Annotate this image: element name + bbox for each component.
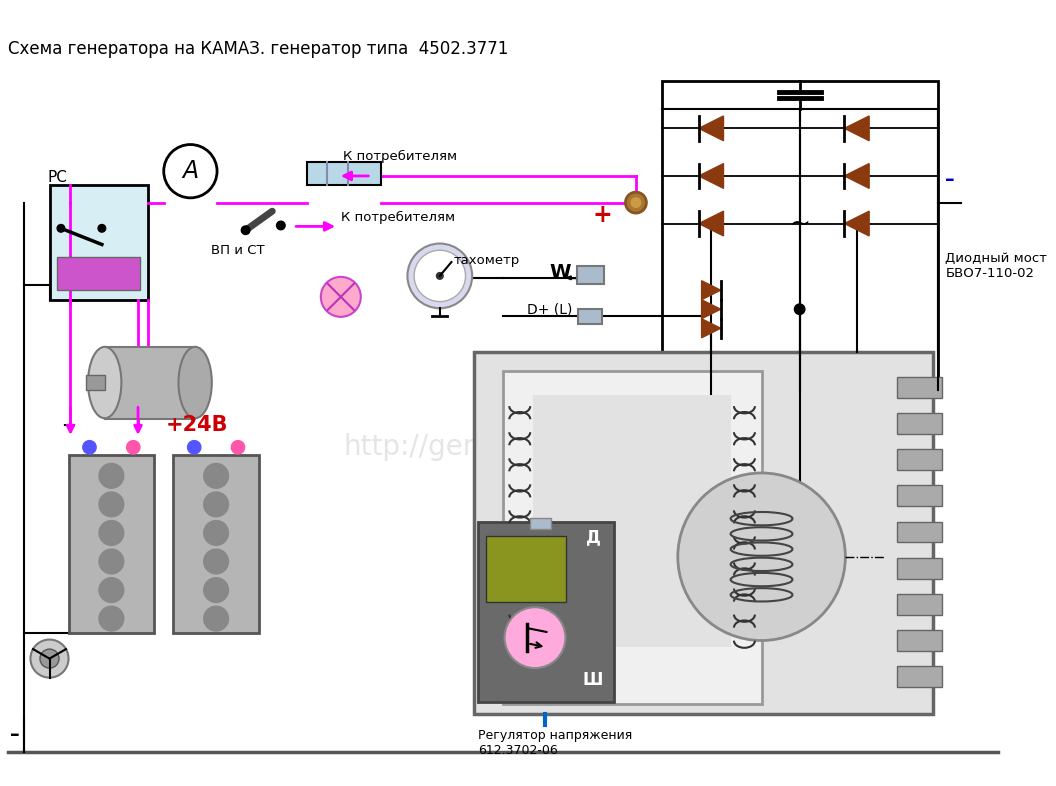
Bar: [897, 594, 942, 615]
Bar: [50, 185, 148, 299]
Circle shape: [231, 441, 245, 454]
Bar: [897, 522, 942, 542]
Bar: [86, 375, 105, 390]
Text: Ш: Ш: [583, 671, 603, 689]
Circle shape: [204, 520, 228, 545]
Text: Д: Д: [586, 528, 601, 546]
Polygon shape: [699, 116, 723, 141]
Bar: [897, 485, 942, 506]
Text: A: A: [183, 160, 199, 183]
Bar: [530, 518, 551, 529]
Polygon shape: [699, 211, 723, 236]
Circle shape: [40, 649, 59, 668]
Circle shape: [625, 192, 646, 213]
Circle shape: [99, 492, 124, 516]
Polygon shape: [845, 163, 869, 189]
Polygon shape: [699, 163, 723, 189]
Circle shape: [99, 606, 124, 631]
Text: РС: РС: [48, 170, 68, 185]
Bar: [897, 413, 942, 434]
Circle shape: [127, 441, 140, 454]
Circle shape: [204, 578, 228, 602]
Text: Регулятор напряжения
612.3702-06: Регулятор напряжения 612.3702-06: [478, 729, 633, 757]
Circle shape: [242, 226, 250, 234]
Text: Схема генератора на КАМАЗ. генератор типа  4502.3771: Схема генератора на КАМАЗ. генератор тип…: [7, 40, 508, 58]
Circle shape: [505, 608, 565, 668]
Bar: [57, 257, 140, 290]
Text: ~: ~: [789, 211, 810, 236]
Circle shape: [631, 198, 641, 208]
Bar: [897, 449, 942, 470]
Circle shape: [31, 640, 69, 678]
Bar: [577, 266, 604, 284]
Text: К потребителям: К потребителям: [341, 211, 455, 224]
Bar: [897, 630, 942, 651]
Circle shape: [99, 578, 124, 602]
Bar: [173, 455, 259, 633]
Circle shape: [98, 225, 106, 232]
Polygon shape: [701, 299, 720, 319]
Bar: [486, 536, 566, 602]
Text: ВП и СТ: ВП и СТ: [211, 244, 265, 257]
Polygon shape: [701, 319, 720, 338]
Text: –: –: [945, 171, 955, 189]
Bar: [897, 376, 942, 398]
Text: +: +: [592, 203, 611, 226]
Text: W: W: [549, 263, 571, 282]
Circle shape: [164, 145, 218, 198]
Bar: [533, 395, 731, 647]
Text: +24В: +24В: [166, 415, 228, 435]
Circle shape: [321, 277, 361, 317]
Text: тахометр: тахометр: [454, 255, 521, 267]
Bar: [474, 352, 932, 714]
Circle shape: [414, 250, 466, 302]
Circle shape: [277, 221, 285, 230]
Text: К потребителям: К потребителям: [343, 149, 457, 163]
Bar: [478, 522, 614, 703]
Circle shape: [204, 464, 228, 488]
Bar: [306, 162, 381, 185]
Circle shape: [99, 464, 124, 488]
Text: Диодный мост
БВО7-110-02: Диодный мост БВО7-110-02: [945, 252, 1048, 280]
Circle shape: [436, 273, 444, 279]
Ellipse shape: [88, 347, 121, 418]
Polygon shape: [845, 116, 869, 141]
Circle shape: [99, 549, 124, 574]
Circle shape: [408, 244, 472, 308]
Polygon shape: [701, 281, 720, 299]
Bar: [578, 309, 602, 324]
Circle shape: [99, 520, 124, 545]
Circle shape: [204, 606, 228, 631]
Text: D+ (L): D+ (L): [527, 303, 572, 317]
Text: –: –: [10, 725, 19, 744]
Polygon shape: [566, 276, 571, 280]
Bar: [69, 455, 154, 633]
Text: −: −: [61, 417, 76, 435]
Polygon shape: [845, 211, 869, 236]
Circle shape: [678, 473, 846, 641]
Circle shape: [57, 225, 64, 232]
Circle shape: [204, 492, 228, 516]
Ellipse shape: [178, 347, 212, 418]
Circle shape: [794, 304, 805, 314]
Circle shape: [188, 441, 201, 454]
Bar: [897, 667, 942, 687]
Bar: [897, 558, 942, 578]
Bar: [662, 81, 938, 390]
Bar: [105, 347, 195, 419]
Text: http://genrem.narod.ru: http://genrem.narod.ru: [343, 433, 662, 461]
Bar: [503, 371, 761, 704]
Circle shape: [204, 549, 228, 574]
Circle shape: [82, 441, 96, 454]
